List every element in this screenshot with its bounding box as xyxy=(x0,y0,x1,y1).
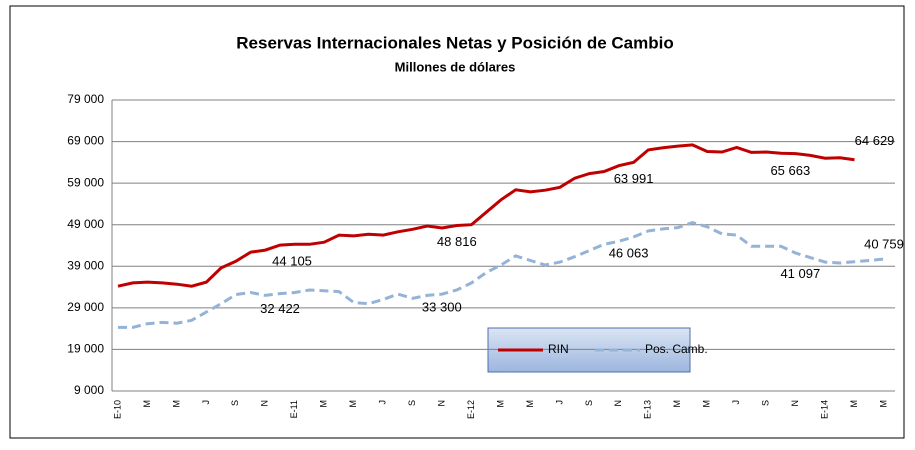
x-tick-label: J xyxy=(201,400,211,405)
chart-title: Reservas Internacionales Netas y Posició… xyxy=(236,33,673,52)
series-line xyxy=(117,143,855,288)
data-label: 63 991 xyxy=(614,171,654,186)
x-tick-label: M xyxy=(495,400,505,408)
x-tick-label: E-12 xyxy=(466,400,476,419)
x-tick-label: N xyxy=(790,400,800,407)
data-label: 32 422 xyxy=(260,301,300,316)
x-tick-label: E-10 xyxy=(112,400,122,419)
x-tick-label: M xyxy=(142,400,152,408)
data-label: 40 759 xyxy=(864,236,904,251)
data-label: 41 097 xyxy=(780,266,820,281)
x-tick-label: E-11 xyxy=(289,400,299,418)
data-label: 64 629 xyxy=(855,133,895,148)
x-tick-label: M xyxy=(348,400,358,408)
x-tick-label: M xyxy=(702,400,712,408)
x-tick-label: M xyxy=(171,400,181,408)
x-tick-label: M xyxy=(672,400,682,408)
x-tick-label: M xyxy=(319,400,329,408)
x-tick-label: S xyxy=(230,400,240,406)
y-tick-label: 59 000 xyxy=(67,175,104,189)
x-tick-label: S xyxy=(584,400,594,406)
x-tick-label: J xyxy=(378,400,388,405)
x-tick-label: N xyxy=(436,400,446,407)
x-tick-label: E-13 xyxy=(643,400,653,419)
y-tick-label: 79 000 xyxy=(67,92,104,106)
x-tick-label: M xyxy=(878,400,888,408)
x-tick-label: J xyxy=(731,400,741,405)
data-label: 65 663 xyxy=(770,163,810,178)
y-tick-label: 49 000 xyxy=(67,217,104,231)
y-tick-label: 69 000 xyxy=(67,134,104,148)
legend-label: Pos. Camb. xyxy=(645,342,708,356)
series-line xyxy=(118,221,885,329)
x-tick-label: N xyxy=(613,400,623,407)
x-tick-label: S xyxy=(761,400,771,406)
x-tick-label: J xyxy=(554,400,564,405)
x-tick-label: E-14 xyxy=(819,400,829,419)
data-label: 44 105 xyxy=(272,254,312,269)
y-tick-label: 39 000 xyxy=(67,258,104,272)
y-tick-label: 9 000 xyxy=(74,383,104,397)
data-label: 46 063 xyxy=(609,245,649,260)
data-label: 48 816 xyxy=(437,234,477,249)
data-label: 33 300 xyxy=(422,299,462,314)
x-tick-label: M xyxy=(525,400,535,408)
frame xyxy=(9,5,905,439)
legend-label: RIN xyxy=(548,342,569,356)
y-tick-label: 29 000 xyxy=(67,300,104,314)
x-tick-label: N xyxy=(260,400,270,407)
chart-subtitle: Millones de dólares xyxy=(395,59,516,74)
y-tick-label: 19 000 xyxy=(67,342,104,356)
x-tick-label: S xyxy=(407,400,417,406)
x-tick-label: M xyxy=(849,400,859,408)
